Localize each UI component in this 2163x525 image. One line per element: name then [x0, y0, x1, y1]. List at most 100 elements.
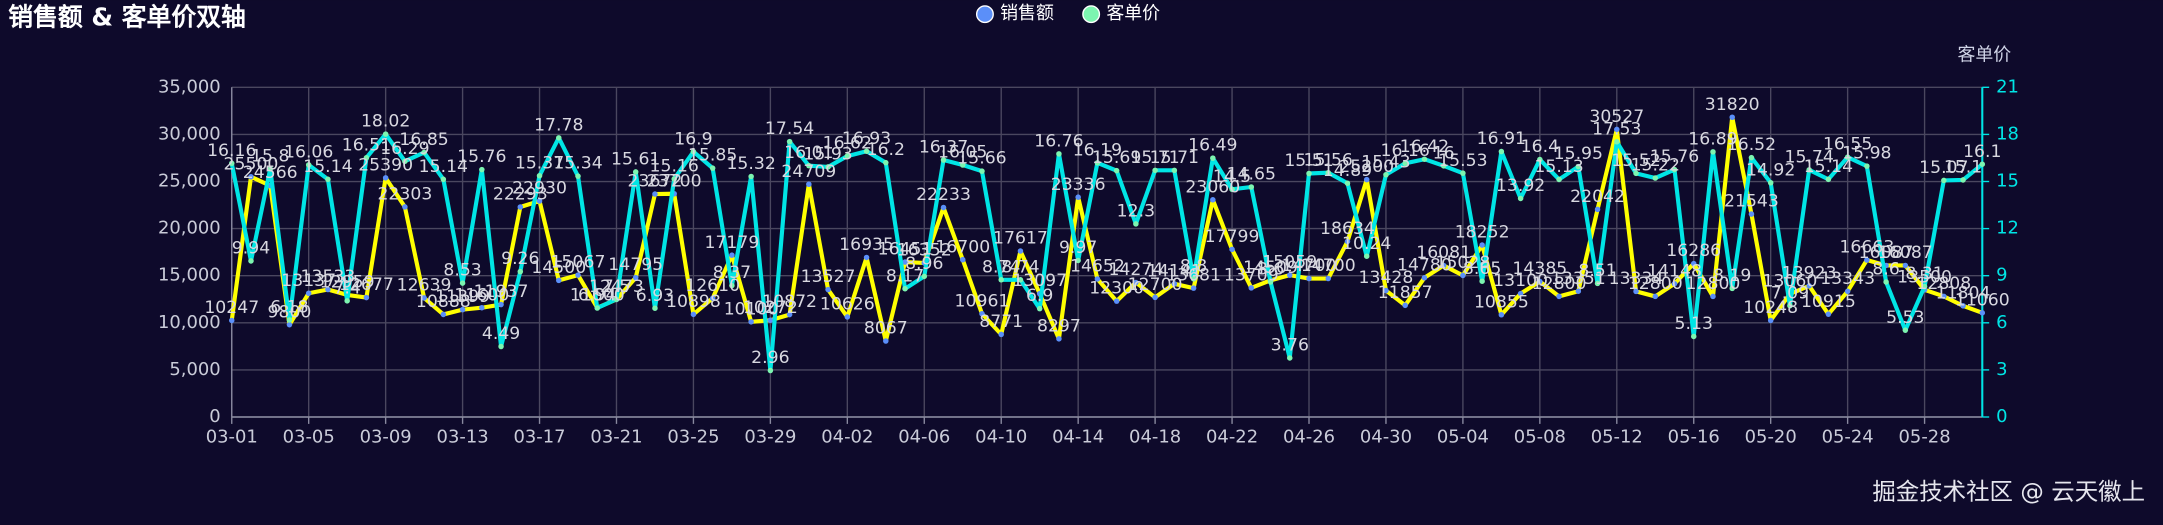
data-point: [1363, 176, 1370, 183]
data-point: [825, 164, 831, 170]
data-point: [421, 295, 427, 301]
data-label: 16.91: [1477, 129, 1526, 149]
data-point: [575, 272, 581, 278]
data-label: 16.1: [1963, 142, 2001, 162]
data-label: 14.65: [1227, 165, 1276, 185]
data-point: [1248, 184, 1255, 190]
data-label: 16.01: [784, 143, 833, 163]
data-label: 15.16: [650, 157, 699, 177]
data-point: [1729, 285, 1735, 292]
data-label: 6.94: [578, 286, 616, 306]
data-label: 11600: [570, 285, 625, 305]
data-point: [1767, 317, 1774, 324]
data-label: 22042: [1570, 187, 1625, 207]
data-label: 18252: [1455, 223, 1510, 243]
x-tick-label: 04-10: [975, 427, 1027, 448]
data-point: [1537, 156, 1543, 163]
data-label: 15.13: [1534, 157, 1583, 177]
legend-swatch[interactable]: [975, 5, 994, 24]
data-label: 15.76: [457, 147, 506, 167]
x-tick-label: 03-01: [206, 427, 258, 448]
data-point: [1171, 167, 1178, 174]
data-point: [786, 311, 793, 318]
data-label: 23336: [1051, 175, 1106, 195]
data-point: [709, 165, 716, 171]
x-tick-label: 03-29: [744, 427, 796, 448]
data-point: [305, 162, 312, 168]
data-label: 23060: [1185, 177, 1240, 197]
data-label: 13100: [1493, 271, 1548, 291]
y-tick-label: 20,000: [158, 218, 221, 239]
data-label: 15.69: [1092, 148, 1141, 168]
y-tick-label: 5,000: [169, 359, 220, 380]
data-point: [883, 338, 889, 344]
data-point: [498, 301, 504, 308]
data-point: [1344, 180, 1351, 186]
data-label: 16.85: [399, 130, 448, 150]
data-label: 4.49: [482, 324, 520, 344]
data-point: [1748, 211, 1755, 217]
data-point: [248, 258, 254, 264]
data-label: 18634: [1320, 219, 1375, 239]
y2-tick-label: 3: [1996, 359, 2007, 380]
data-point: [1710, 149, 1716, 155]
data-point: [1440, 262, 1447, 269]
x-tick-label: 04-22: [1206, 427, 1258, 448]
data-label: 16.16: [1381, 141, 1430, 161]
series-line: [229, 132, 1984, 373]
data-label: 15.93: [803, 144, 852, 164]
data-label: 12610: [685, 276, 740, 296]
data-point: [267, 166, 273, 172]
data-point: [1806, 167, 1812, 173]
data-label: 11060: [1955, 290, 2010, 310]
data-label: 16.89: [1688, 129, 1737, 149]
data-label: 11804: [1936, 283, 1991, 303]
data-point: [517, 204, 524, 210]
data-point: [1421, 156, 1428, 162]
data-label: 13351: [1551, 269, 1606, 289]
data-label: 14509: [1243, 258, 1298, 278]
data-label: 8.53: [443, 261, 481, 281]
data-label: 24566: [243, 163, 298, 183]
data-point: [459, 306, 466, 313]
data-label: 16935: [839, 235, 894, 255]
data-point: [325, 176, 331, 183]
y2-tick-label: 6: [1996, 312, 2007, 333]
data-point: [767, 367, 774, 374]
data-point: [1190, 276, 1197, 282]
data-label: 15.85: [688, 146, 737, 166]
data-label: 15.74: [1784, 147, 1833, 167]
data-label: 14652: [1070, 257, 1125, 277]
data-label: 16700: [935, 237, 990, 257]
data-point: [1383, 171, 1389, 178]
data-point: [690, 148, 697, 155]
data-label: 13923: [1782, 263, 1837, 283]
data-point: [1575, 288, 1582, 294]
data-point: [940, 157, 947, 163]
data-label: 22303: [377, 184, 432, 204]
data-point: [1941, 177, 1947, 184]
data-point: [863, 254, 870, 261]
data-label: 8.6: [1257, 260, 1284, 280]
data-point: [613, 296, 620, 303]
data-point: [1556, 293, 1562, 300]
data-point: [1460, 272, 1466, 279]
data-label: 17617: [993, 229, 1048, 249]
data-label: 8.8: [1180, 256, 1207, 276]
legend-swatch[interactable]: [1082, 5, 1101, 24]
data-label: 15.71: [1130, 148, 1179, 168]
data-label: 12677: [339, 275, 394, 295]
data-point: [440, 311, 447, 318]
data-point: [402, 158, 408, 165]
data-point: [1210, 155, 1216, 161]
y2-axis-title: 客单价: [1957, 45, 2011, 66]
data-point: [1960, 303, 1966, 309]
data-label: 8.65: [1463, 259, 1501, 279]
data-point: [748, 173, 754, 180]
data-label: 15.53: [1438, 151, 1487, 171]
data-point: [248, 174, 254, 180]
data-point: [1306, 275, 1312, 282]
y2-tick-label: 21: [1996, 76, 2019, 97]
x-tick-label: 05-16: [1668, 427, 1720, 448]
